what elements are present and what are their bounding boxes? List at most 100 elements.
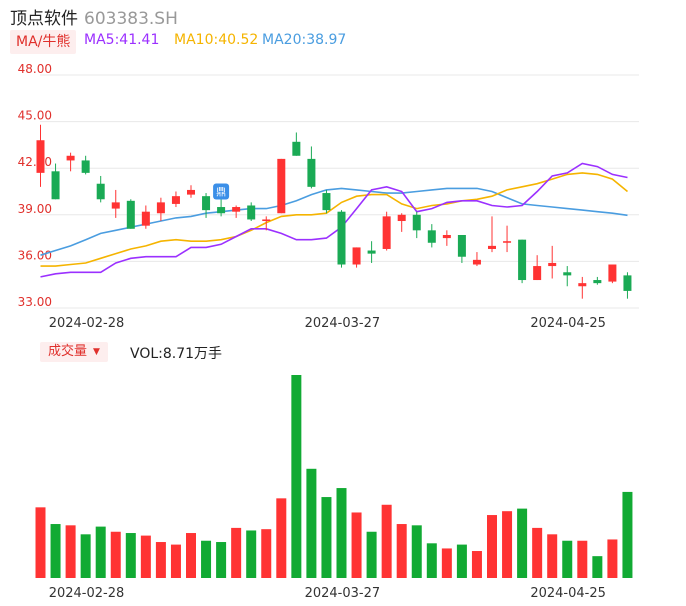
ma5-line (40, 162, 628, 278)
volume-bar (426, 543, 437, 578)
candle-body (81, 160, 90, 173)
stock-name: 顶点软件 (10, 9, 78, 29)
candle-body (608, 264, 617, 282)
volume-bar (456, 544, 467, 578)
volume-bar (532, 527, 543, 578)
y-tick-label: 45.00 (18, 109, 52, 123)
candle-body (187, 189, 195, 195)
volume-bar (471, 551, 482, 578)
volume-bar (170, 544, 181, 578)
candle-body (518, 239, 527, 281)
volume-selector-label: 成交量 (48, 344, 88, 359)
ma20-line (40, 187, 628, 256)
volume-bar (65, 525, 76, 578)
volume-bar (381, 504, 392, 578)
volume-bar (441, 548, 452, 578)
x-tick-label: 2024-02-28 (49, 316, 125, 331)
volume-bar (125, 533, 136, 578)
volume-bar (562, 540, 573, 578)
volume-bar (80, 534, 91, 578)
y-tick-label: 48.00 (18, 62, 52, 76)
volume-bar (336, 488, 347, 578)
volume-bar (261, 529, 272, 578)
volume-bar (396, 524, 407, 578)
volume-bar (547, 534, 558, 578)
candle-body (111, 202, 120, 209)
candle-body (141, 211, 150, 226)
candle-body (367, 250, 376, 254)
chevron-down-icon: ▼ (93, 347, 100, 357)
volume-bar (110, 531, 121, 578)
volume-bar (246, 530, 257, 578)
ma-selector-button[interactable]: MA/牛熊 (10, 30, 77, 54)
candle-body (247, 205, 256, 220)
candle-body (322, 193, 331, 211)
candle-body (202, 196, 211, 211)
candle-body (533, 266, 542, 281)
volume-bar (186, 533, 196, 578)
candle-body (126, 200, 135, 229)
stock-code: 603383.SH (84, 9, 178, 29)
volume-bar (95, 526, 106, 578)
candle-body (337, 211, 346, 265)
volume-bar (201, 540, 212, 578)
volume-bar (502, 511, 513, 578)
volume-x-tick-label: 2024-02-28 (49, 586, 125, 601)
candle-body (457, 234, 466, 257)
volume-value: VOL:8.71万手 (130, 346, 223, 362)
volume-bar (622, 491, 633, 578)
candle-body (66, 155, 75, 161)
ma5-value: MA5:41.41 (84, 32, 160, 48)
x-tick-label: 2024-04-25 (530, 316, 606, 331)
candle-body (292, 141, 301, 156)
ma10-value: MA10:40.52 (174, 32, 259, 48)
volume-bar (607, 539, 618, 578)
stock-title: 顶点软件 603383.SH (10, 4, 178, 29)
candle-body (51, 171, 60, 200)
candle-body (36, 140, 45, 173)
candle-body (472, 259, 481, 265)
candle-body (578, 283, 587, 287)
candle-body (427, 230, 436, 243)
candle-body (307, 158, 316, 187)
volume-bar (35, 507, 46, 578)
ma10-line (40, 172, 629, 267)
ma20-value: MA20:38.97 (262, 32, 347, 48)
candle-body (623, 275, 632, 291)
volume-bar (366, 531, 377, 578)
volume-x-tick-label: 2024-04-25 (530, 586, 606, 601)
candle-body (352, 247, 361, 265)
candle-body (442, 234, 451, 239)
candle-body (503, 241, 512, 243)
candle-body (593, 280, 602, 284)
volume-bar (411, 525, 422, 578)
candle-body (232, 207, 241, 212)
volume-bar (291, 375, 302, 578)
candle-body (548, 262, 557, 267)
candle-body (262, 219, 271, 222)
volume-selector-button[interactable]: 成交量 ▼ (40, 342, 108, 362)
candle-body (96, 183, 105, 200)
volume-bar (487, 515, 497, 578)
volume-bar (517, 508, 528, 578)
volume-bar (276, 498, 287, 578)
event-marker-label: 鼎 (216, 187, 226, 199)
y-tick-label: 39.00 (18, 202, 52, 216)
y-tick-label: 42.00 (18, 155, 52, 169)
volume-bar (231, 527, 242, 578)
volume-bar (577, 540, 588, 578)
volume-bar (155, 542, 166, 578)
candle-body (382, 216, 391, 249)
candle-body (397, 214, 406, 222)
event-marker-icon (213, 183, 230, 200)
volume-bar (50, 524, 61, 578)
volume-bar (592, 556, 603, 578)
volume-x-tick-label: 2024-03-27 (305, 586, 381, 601)
candle-body (171, 196, 180, 204)
volume-bar (351, 512, 362, 578)
candle-body (156, 202, 165, 214)
volume-bar (140, 535, 151, 578)
x-tick-label: 2024-03-27 (305, 316, 381, 331)
volume-bar (321, 497, 332, 578)
